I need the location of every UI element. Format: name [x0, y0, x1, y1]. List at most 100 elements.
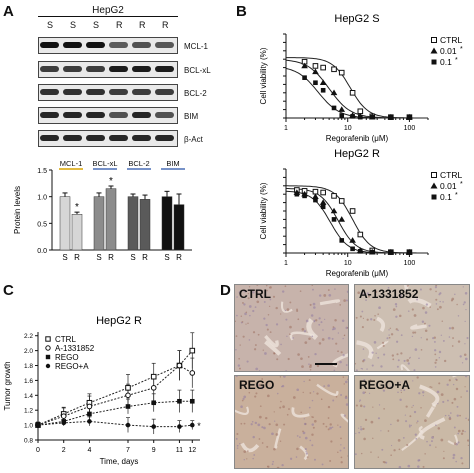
ihc-stroma — [316, 383, 339, 396]
ihc-nucleus — [460, 396, 462, 398]
data-point — [350, 114, 355, 119]
blot-band — [109, 135, 128, 141]
ihc-nucleus — [257, 333, 260, 336]
ihc-nucleus — [414, 331, 417, 334]
ihc-nucleus — [280, 343, 282, 346]
ihc-nucleus — [346, 378, 348, 381]
ihc-nucleus — [399, 398, 402, 402]
ihc-nucleus — [258, 370, 261, 371]
ihc-nucleus — [369, 379, 372, 381]
western-cell-line: HepG2 — [92, 5, 124, 16]
ihc-nucleus — [252, 291, 255, 294]
ihc-nucleus — [377, 417, 381, 420]
ihc-nucleus — [462, 286, 464, 288]
ihc-nucleus — [400, 389, 402, 392]
ihc-nucleus — [339, 449, 342, 452]
ihc-background — [355, 376, 469, 468]
ihc-nucleus — [264, 352, 267, 355]
ihc-nucleus — [335, 395, 338, 398]
blot-band — [63, 66, 82, 72]
ihc-nucleus — [238, 357, 240, 360]
bar — [139, 199, 151, 251]
ihc-nucleus — [269, 331, 272, 334]
ihc-nucleus — [252, 435, 255, 439]
blot-strip-actin — [38, 130, 178, 147]
ihc-stroma — [264, 334, 279, 348]
ihc-nucleus — [330, 440, 333, 443]
ihc-nucleus — [459, 414, 461, 417]
western-lane-labels: S S S R R R — [38, 20, 178, 32]
ihc-nucleus — [331, 337, 334, 340]
ihc-nucleus — [402, 436, 405, 439]
ihc-nucleus — [236, 296, 238, 298]
ihc-nucleus — [398, 448, 401, 451]
ihc-nucleus — [381, 448, 384, 451]
data-point — [177, 424, 182, 429]
blot-band — [109, 89, 128, 95]
chart-title: HepG2 R — [334, 148, 380, 160]
ihc-nucleus — [378, 404, 381, 406]
ihc-nucleus — [418, 459, 421, 462]
blot-band — [109, 66, 128, 72]
ihc-nucleus — [422, 465, 425, 468]
ihc-nucleus — [247, 322, 249, 325]
data-point — [301, 62, 308, 69]
ihc-nucleus — [448, 416, 451, 419]
blot-band — [155, 89, 174, 95]
lane-label: S — [70, 20, 77, 30]
ihc-nucleus — [382, 389, 386, 392]
ihc-nucleus — [464, 431, 466, 433]
ihc-nucleus — [418, 357, 420, 360]
ihc-nucleus — [406, 359, 410, 362]
ihc-nucleus — [408, 357, 411, 359]
ihc-nucleus — [296, 309, 299, 313]
legend-label: REGO+A — [55, 362, 89, 371]
series-line — [37, 420, 193, 428]
ihc-nucleus — [422, 306, 425, 310]
ihc-nucleus — [383, 408, 385, 410]
data-point — [358, 249, 363, 254]
blot-band — [155, 66, 174, 72]
legend-label: 0.01 — [440, 181, 457, 191]
ihc-nucleus — [461, 462, 464, 465]
ihc-nucleus — [273, 411, 275, 413]
ihc-nucleus — [363, 405, 366, 408]
ihc-nucleus — [296, 388, 299, 392]
ihc-nucleus — [322, 329, 324, 331]
ihc-nucleus — [355, 432, 357, 435]
x-tick-label: 9 — [152, 447, 156, 454]
blot-band — [63, 135, 82, 141]
ihc-nucleus — [438, 350, 442, 354]
ihc-nucleus — [374, 290, 378, 294]
ihc-nucleus — [360, 367, 362, 370]
ihc-nucleus — [265, 323, 268, 327]
ihc-nucleus — [440, 393, 444, 397]
ihc-nucleus — [254, 306, 257, 309]
ihc-nucleus — [297, 318, 300, 321]
ihc-nucleus — [252, 457, 254, 460]
ihc-nucleus — [451, 345, 454, 347]
ihc-nucleus — [281, 463, 284, 467]
ihc-nucleus — [309, 392, 312, 394]
ihc-nucleus — [424, 311, 428, 314]
ihc-texture — [355, 285, 469, 371]
ihc-nucleus — [409, 415, 412, 418]
ihc-nucleus — [361, 452, 363, 455]
ihc-nucleus — [453, 397, 457, 401]
ihc-nucleus — [359, 399, 362, 402]
ihc-nucleus — [265, 416, 268, 420]
tumor-growth-chart: HepG2 R 0.8 1.0 1.2 1.4 1.6 1.8 2.0 2.2 0 2 4 7 9 11 12… — [3, 315, 201, 466]
ihc-nucleus — [280, 385, 283, 388]
lane-label: R — [139, 20, 146, 30]
ihc-nucleus — [311, 433, 314, 436]
ihc-nucleus — [252, 331, 256, 334]
hepg2-r-dose-response-chart: HepG2 R 1 10 100 Regorafenib (μM) Cell viabil… — [259, 148, 463, 278]
ihc-nucleus — [245, 311, 248, 314]
ihc-nucleus — [309, 369, 312, 371]
ihc-nucleus — [452, 453, 456, 457]
ihc-label-rego: REGO — [239, 378, 275, 392]
ihc-nucleus — [355, 453, 357, 456]
ihc-nucleus — [463, 301, 466, 304]
ihc-nucleus — [345, 364, 348, 367]
ihc-nucleus — [332, 399, 335, 402]
